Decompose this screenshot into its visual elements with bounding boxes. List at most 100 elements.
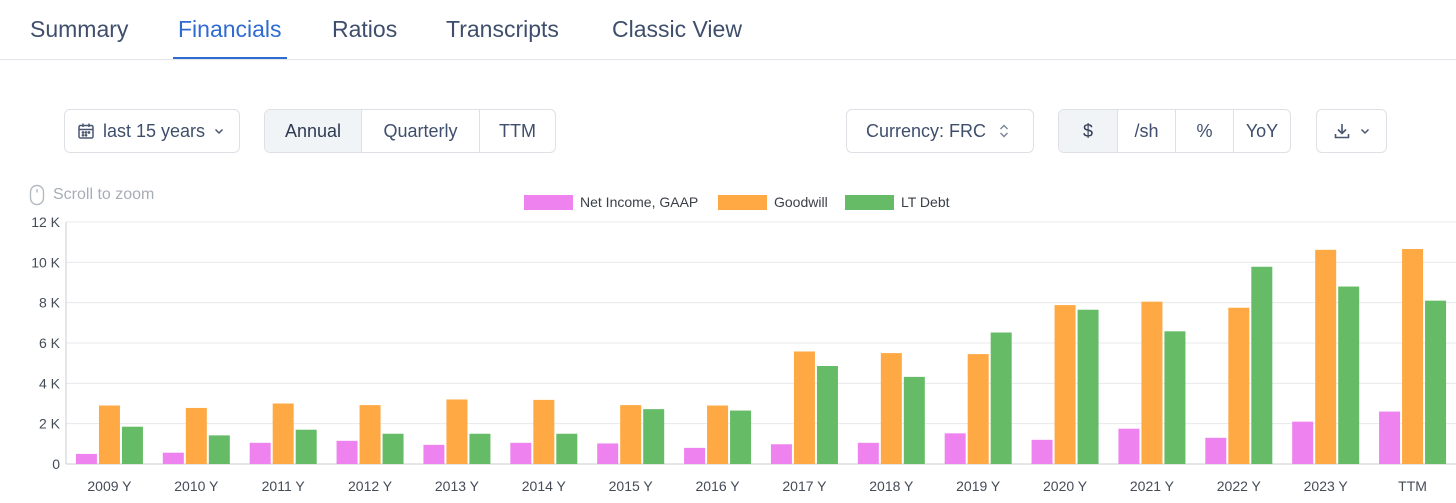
bar-goodwill bbox=[98, 405, 120, 464]
bar-lt-debt bbox=[1338, 286, 1360, 464]
bar-goodwill bbox=[359, 405, 381, 464]
calendar-icon bbox=[77, 122, 95, 140]
bar-lt-debt bbox=[121, 426, 143, 464]
range-label: last 15 years bbox=[103, 120, 206, 141]
legend-swatch bbox=[524, 195, 573, 210]
tab-summary[interactable]: Summary bbox=[30, 16, 129, 42]
x-tick-label: 2013 Y bbox=[435, 478, 480, 494]
bar-goodwill bbox=[707, 405, 729, 464]
tab-ratios[interactable]: Ratios bbox=[332, 16, 398, 42]
legend-label: Goodwill bbox=[774, 194, 828, 210]
financials-bar-chart[interactable]: 0 2 K 4 K 6 K 8 K 10 K 12 K 2009 Y 2010 Y 2011 Y… bbox=[0, 180, 1456, 503]
bar-goodwill bbox=[1054, 305, 1076, 464]
bar-net-income-gaap bbox=[1292, 421, 1314, 464]
x-tick-label: 2018 Y bbox=[869, 478, 914, 494]
x-tick-label: 2021 Y bbox=[1130, 478, 1175, 494]
bar-net-income-gaap bbox=[944, 433, 966, 464]
tab-transcripts[interactable]: Transcripts bbox=[446, 16, 559, 42]
legend-swatch bbox=[845, 195, 894, 210]
currency-selector[interactable]: Currency: FRC bbox=[846, 109, 1034, 153]
bar-goodwill bbox=[185, 407, 207, 464]
sort-arrows-icon bbox=[998, 123, 1010, 139]
mouse-icon bbox=[29, 184, 45, 206]
unit-per-share-button[interactable]: /sh bbox=[1117, 110, 1175, 152]
bar-lt-debt bbox=[903, 376, 925, 464]
bar-goodwill bbox=[446, 399, 468, 464]
bar-goodwill bbox=[620, 405, 642, 464]
bar-goodwill bbox=[1402, 249, 1424, 464]
bar-lt-debt bbox=[556, 433, 578, 464]
y-tick-label: 4 K bbox=[39, 375, 61, 391]
bar-lt-debt bbox=[643, 409, 665, 464]
bar-goodwill bbox=[880, 353, 902, 464]
x-tick-label: TTM bbox=[1398, 478, 1427, 494]
range-dropdown[interactable]: last 15 years bbox=[64, 109, 240, 153]
x-tick-label: 2015 Y bbox=[609, 478, 654, 494]
bar-goodwill bbox=[1141, 301, 1163, 464]
y-tick-label: 2 K bbox=[39, 416, 61, 432]
bar-net-income-gaap bbox=[249, 442, 271, 464]
legend-swatch bbox=[718, 195, 767, 210]
x-tick-label: 2022 Y bbox=[1217, 478, 1262, 494]
legend-label: Net Income, GAAP bbox=[580, 194, 698, 210]
x-tick-label: 2023 Y bbox=[1304, 478, 1349, 494]
bar-lt-debt bbox=[730, 410, 752, 464]
tab-financials[interactable]: Financials bbox=[178, 16, 282, 42]
bar-lt-debt bbox=[208, 435, 230, 464]
period-selector: Annual Quarterly TTM bbox=[264, 109, 556, 153]
period-annual-button[interactable]: Annual bbox=[265, 110, 361, 152]
bar-net-income-gaap bbox=[336, 440, 358, 464]
bar-net-income-gaap bbox=[510, 442, 532, 464]
bar-net-income-gaap bbox=[423, 444, 445, 464]
bar-net-income-gaap bbox=[770, 444, 792, 464]
period-quarterly-button[interactable]: Quarterly bbox=[361, 110, 479, 152]
tab-classic-view[interactable]: Classic View bbox=[612, 16, 742, 42]
x-tick-label: 2020 Y bbox=[1043, 478, 1088, 494]
x-tick-label: 2019 Y bbox=[956, 478, 1001, 494]
unit-yoy-button[interactable]: YoY bbox=[1233, 110, 1290, 152]
bar-net-income-gaap bbox=[162, 452, 184, 464]
bar-lt-debt bbox=[295, 429, 317, 464]
bar-net-income-gaap bbox=[1205, 437, 1227, 464]
zoom-hint-text: Scroll to zoom bbox=[53, 186, 155, 203]
active-tab-indicator bbox=[173, 57, 287, 59]
period-ttm-button[interactable]: TTM bbox=[479, 110, 555, 152]
bar-lt-debt bbox=[469, 433, 491, 464]
bar-net-income-gaap bbox=[857, 442, 879, 464]
legend-label: LT Debt bbox=[901, 194, 950, 210]
bar-goodwill bbox=[1315, 249, 1337, 464]
unit-selector: $ /sh % YoY bbox=[1058, 109, 1291, 153]
bar-net-income-gaap bbox=[75, 453, 97, 464]
y-tick-label: 6 K bbox=[39, 335, 61, 351]
tab-bar: Summary Financials Ratios Transcripts Cl… bbox=[0, 0, 1456, 60]
bar-net-income-gaap bbox=[1118, 428, 1140, 464]
bar-goodwill bbox=[967, 354, 989, 464]
chevron-down-icon bbox=[1359, 125, 1371, 137]
bar-lt-debt bbox=[1425, 300, 1447, 464]
unit-dollar-button[interactable]: $ bbox=[1059, 110, 1117, 152]
bar-goodwill bbox=[793, 351, 815, 464]
unit-percent-button[interactable]: % bbox=[1175, 110, 1233, 152]
x-tick-label: 2017 Y bbox=[782, 478, 827, 494]
bar-net-income-gaap bbox=[684, 447, 706, 464]
currency-label: Currency: FRC bbox=[866, 120, 987, 141]
zoom-hint: Scroll to zoom bbox=[29, 184, 154, 206]
y-tick-label: 8 K bbox=[39, 295, 61, 311]
bar-goodwill bbox=[272, 403, 294, 464]
x-tick-label: 2011 Y bbox=[262, 478, 306, 494]
download-button[interactable] bbox=[1316, 109, 1387, 153]
x-tick-label: 2009 Y bbox=[87, 478, 132, 494]
y-tick-label: 10 K bbox=[31, 254, 60, 270]
bar-lt-debt bbox=[1077, 309, 1099, 464]
bar-net-income-gaap bbox=[597, 443, 619, 464]
bar-net-income-gaap bbox=[1031, 439, 1053, 464]
x-tick-label: 2014 Y bbox=[522, 478, 567, 494]
bar-goodwill bbox=[533, 399, 555, 464]
y-tick-label: 12 K bbox=[31, 214, 60, 230]
download-icon bbox=[1333, 122, 1351, 140]
x-tick-label: 2012 Y bbox=[348, 478, 393, 494]
bar-goodwill bbox=[1228, 307, 1250, 464]
y-tick-label: 0 bbox=[52, 456, 60, 472]
x-tick-label: 2010 Y bbox=[174, 478, 219, 494]
bar-net-income-gaap bbox=[1379, 411, 1401, 464]
